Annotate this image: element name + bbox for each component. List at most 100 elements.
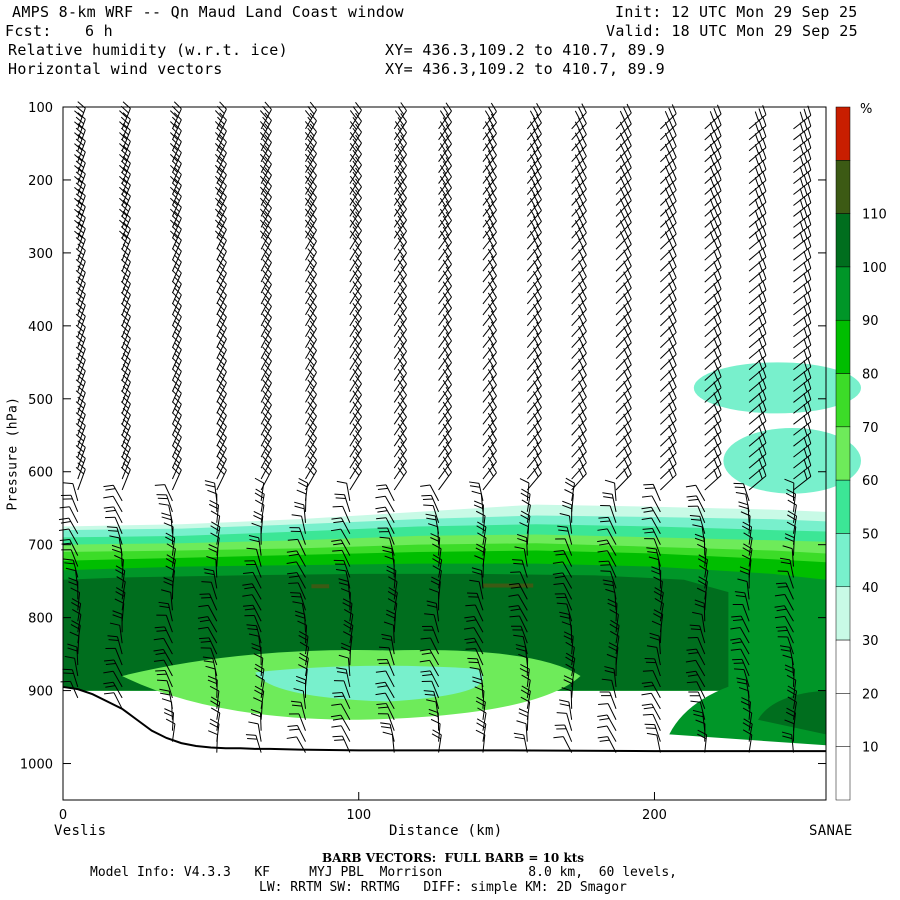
y-axis-label: Pressure (hPa) (5, 396, 21, 511)
wind-barb (349, 353, 362, 381)
wind-barb (244, 560, 262, 578)
wind-barb (216, 287, 227, 316)
wind-barb (511, 625, 528, 644)
wind-barb (203, 568, 218, 589)
wind-barb (305, 265, 317, 294)
wind-barb (477, 532, 487, 556)
wind-barb (604, 666, 617, 687)
wind-barb (287, 538, 306, 556)
wind-barb (597, 539, 617, 556)
wind-barb (75, 418, 86, 447)
wind-barb (214, 112, 227, 141)
wind-barb (571, 278, 587, 305)
wind-barb (260, 298, 272, 327)
wind-barb (393, 156, 407, 184)
wind-barb (377, 658, 395, 677)
wind-barb (393, 189, 407, 217)
wind-barb (163, 522, 174, 545)
wind-barb (304, 167, 317, 195)
wind-barb (597, 550, 617, 567)
wind-barb (103, 495, 123, 513)
wind-barb (660, 147, 677, 174)
wind-barb (393, 342, 407, 370)
wind-barb (198, 604, 218, 622)
wind-barb (343, 608, 354, 633)
wind-barb (692, 611, 706, 633)
wind-barb (254, 685, 265, 709)
chart-title: AMPS 8-km WRF -- Qn Maud Land Coast wind… (12, 3, 404, 21)
wind-barb (556, 602, 573, 622)
wind-barb (62, 668, 79, 688)
y-tick-label: 900 (28, 685, 53, 700)
wind-barb (216, 309, 227, 338)
wind-barb (473, 500, 484, 523)
wind-barb (259, 178, 272, 206)
wind-barb (171, 265, 182, 294)
wind-barb (216, 375, 227, 403)
wind-barb (393, 266, 407, 294)
wind-barb (600, 505, 617, 523)
wind-barb (730, 637, 750, 655)
wind-barb (430, 718, 441, 742)
wind-barb (286, 550, 306, 567)
wind-barb (343, 619, 354, 644)
colorbar-swatch (835, 106, 851, 161)
wind-barb (421, 680, 440, 699)
wind-barb (420, 670, 440, 688)
wind-barb (419, 659, 440, 677)
wind-barb (304, 222, 317, 250)
wind-barb (214, 123, 227, 151)
wind-barb (660, 257, 677, 283)
wind-barb (642, 670, 661, 688)
wind-barb (259, 221, 272, 250)
wind-barb (784, 719, 795, 742)
wind-barb (349, 222, 362, 250)
wind-barb (216, 429, 227, 458)
wind-barb (298, 631, 309, 655)
wind-barb (105, 516, 123, 534)
wind-barb (642, 713, 661, 731)
wind-barb (660, 268, 677, 294)
wind-barb (120, 352, 131, 381)
wind-barb (242, 604, 262, 622)
wind-barb (615, 224, 632, 250)
wind-barb (75, 363, 86, 392)
wind-barb (393, 452, 407, 480)
x-endpoint-left: Veslis (54, 823, 107, 839)
wind-barb (120, 374, 131, 403)
wind-barb (254, 663, 265, 688)
wind-barb (604, 479, 617, 501)
wind-barb (784, 478, 795, 501)
wind-barb (432, 543, 442, 567)
y-tick-label: 300 (28, 247, 53, 262)
wind-barb (519, 522, 530, 545)
wind-barb (214, 156, 227, 184)
wind-barb (393, 353, 407, 381)
wind-barb (70, 587, 81, 611)
wind-barb (166, 543, 176, 567)
wind-barb (423, 504, 440, 523)
rh-right-low-core (757, 690, 826, 735)
wind-barb (304, 156, 317, 184)
wind-barb (642, 527, 661, 545)
wind-barb (615, 213, 632, 239)
wind-barb (571, 267, 587, 294)
wind-barb (660, 421, 677, 447)
wind-barb (731, 615, 750, 633)
wind-barb (331, 703, 351, 720)
wind-barb (216, 342, 227, 370)
colorbar-label: 20 (862, 687, 879, 702)
wind-barb (384, 555, 395, 578)
wind-barb (349, 419, 362, 447)
wind-barb (704, 268, 722, 294)
wind-barb (571, 114, 587, 141)
wind-barb (513, 732, 528, 753)
wind-barb (690, 700, 706, 720)
wind-barb (393, 124, 407, 152)
wind-barb (259, 123, 272, 152)
plot-frame (62, 106, 827, 801)
wind-barb (349, 452, 362, 480)
wind-barb (704, 421, 722, 447)
wind-barb (615, 125, 632, 152)
wind-barb (428, 708, 440, 731)
